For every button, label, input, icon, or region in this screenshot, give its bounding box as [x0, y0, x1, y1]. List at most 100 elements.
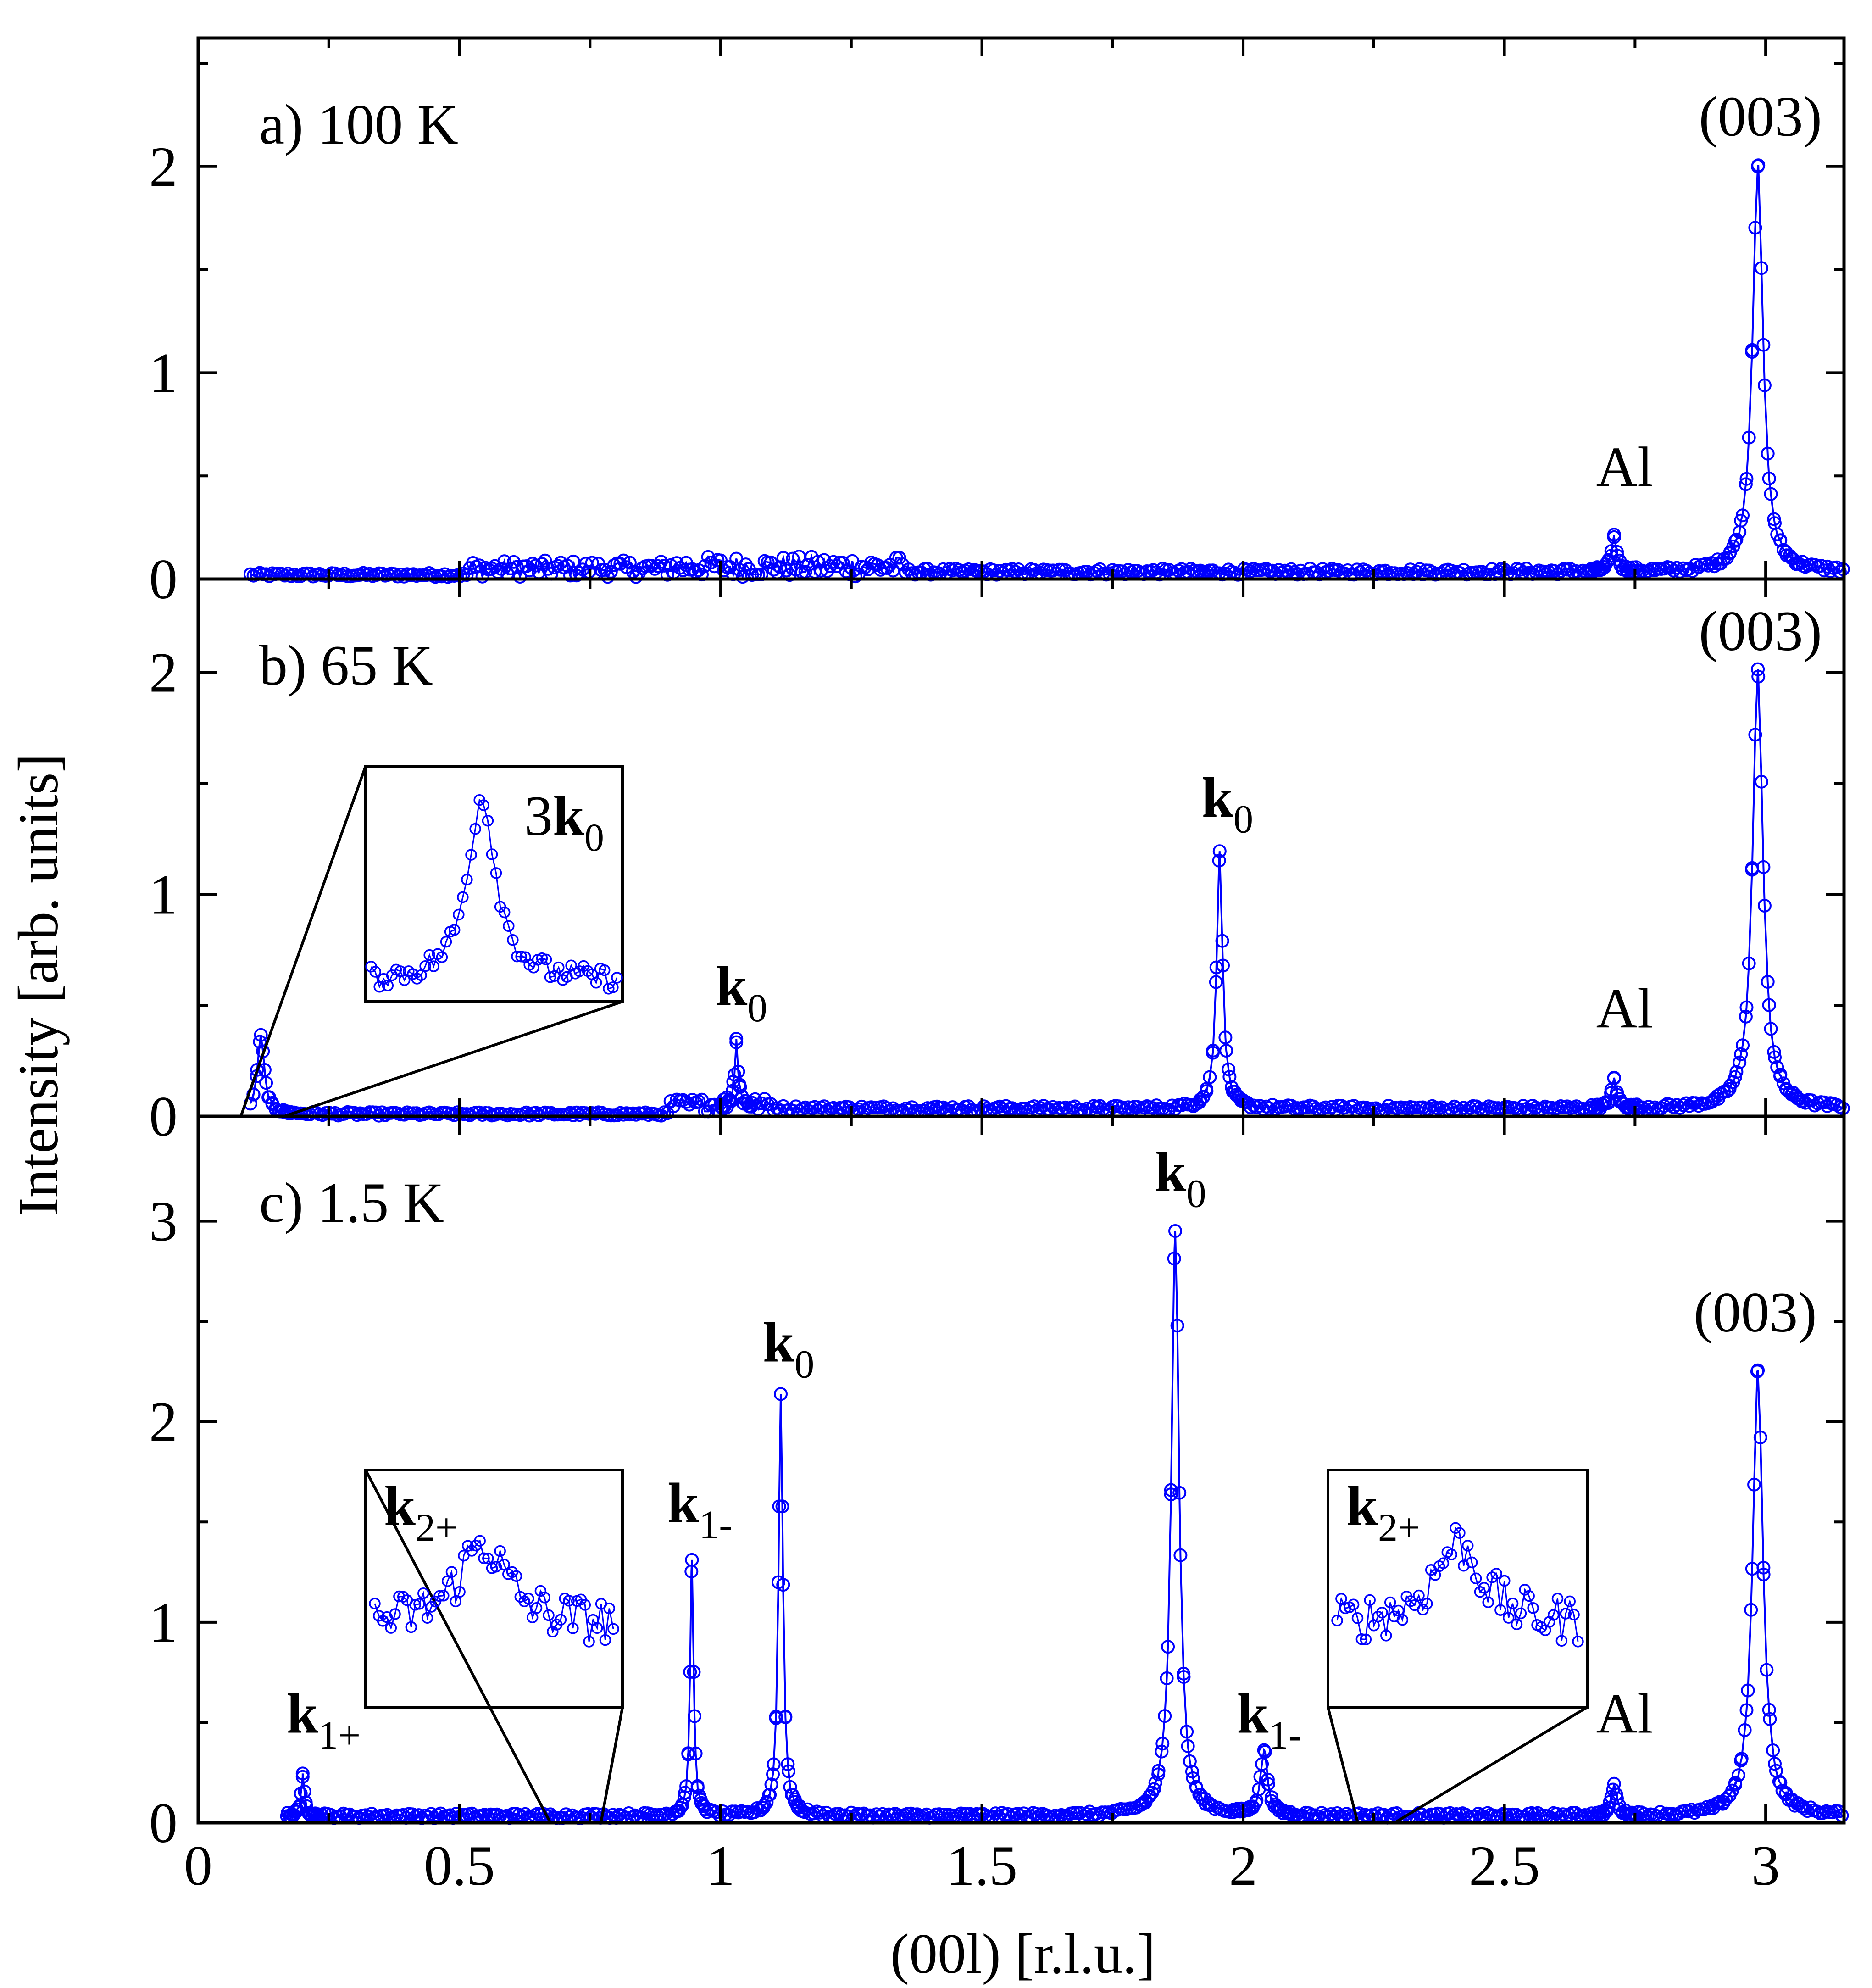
panel-c-data-point — [709, 1805, 723, 1819]
panel-a-data-point — [1745, 343, 1759, 357]
panel-c-frame — [196, 1114, 1846, 1825]
inset-c-right-data-point — [1551, 1593, 1564, 1605]
inset-b-data-point — [465, 849, 477, 861]
inset-b-label: 3k0 — [524, 785, 604, 859]
panel-b-data-point — [1215, 934, 1229, 948]
panel-c-data-point — [1143, 1789, 1157, 1803]
panel-b-data-point — [1682, 1099, 1696, 1113]
panel-a-data-point — [663, 558, 678, 572]
inset-b-series-line — [370, 798, 618, 990]
y-axis-title: Intensity [arb. units] — [7, 753, 70, 1216]
peak-label-k: k — [763, 1311, 794, 1374]
panel-b-data-point — [259, 1076, 273, 1090]
panel-c-data-point — [433, 1806, 448, 1821]
panel-b-data-point — [1692, 1099, 1706, 1113]
inset-b-data-point — [448, 924, 461, 936]
panel-b-data-point — [1770, 1060, 1784, 1074]
panel-c-data-point — [1797, 1801, 1811, 1815]
inset-c-right-data-point — [1445, 1548, 1457, 1560]
panel-b-data-point — [880, 1101, 894, 1115]
inset-c-left-data-point — [482, 1552, 494, 1565]
inset-c-right-data-point — [1360, 1633, 1372, 1646]
panel-a-data-point — [1121, 563, 1135, 577]
panel-a-data-point — [519, 559, 533, 574]
panel-a-data-point — [657, 558, 671, 573]
inset-c-left-data-point — [478, 1552, 490, 1565]
peak-label-k: k — [1202, 766, 1233, 829]
inset-b-data-point — [607, 981, 619, 993]
inset-c-left-data-point — [490, 1560, 502, 1573]
inset-c-right-data-point — [1417, 1604, 1429, 1616]
panel-b-data-point — [1736, 1038, 1750, 1052]
inset-c-left-data-point — [510, 1570, 522, 1582]
inset-c-right-label: k2+ — [1346, 1475, 1420, 1549]
panel-b-data-point — [1058, 1100, 1072, 1114]
inset-c-right-data-point — [1499, 1575, 1511, 1587]
peak-label-subscript: 1- — [699, 1503, 732, 1547]
inset-c-left-data-point — [522, 1593, 534, 1604]
panel-a-data-point — [892, 551, 906, 565]
inset-c-left-data-point — [474, 1535, 486, 1547]
panel-c-data-point — [1261, 1777, 1275, 1791]
panel-c-data-point — [1772, 1775, 1786, 1788]
panel-c-data-point — [295, 1766, 310, 1781]
panel-c-data-point — [774, 1387, 788, 1401]
inset-c-left-data-point — [494, 1545, 506, 1557]
panel-c-data-point — [606, 1808, 620, 1822]
panel-a-data-point — [1773, 533, 1788, 547]
inset-c-left-data-point — [498, 1559, 510, 1570]
panel-b-data-point — [1817, 1095, 1831, 1109]
panel-b-data-point — [1739, 1000, 1754, 1014]
y-tick-label: 0 — [149, 1792, 178, 1854]
panel-a-data-point — [1607, 530, 1621, 544]
inset-b-data-point — [553, 961, 565, 974]
inset-b-data-point — [423, 949, 435, 961]
inset-c-right-label-subscript: 2+ — [1378, 1505, 1420, 1549]
panel-a-data-point — [1742, 430, 1756, 445]
panel-c-data-point — [1177, 1670, 1191, 1684]
panel-b-data-point — [1203, 1070, 1217, 1084]
peak-label: Al — [1596, 1682, 1653, 1745]
inset-c-right: k2+ — [1327, 1469, 1589, 1824]
panel-c-data-point — [1151, 1764, 1166, 1778]
panel-b-data-point — [1212, 844, 1227, 858]
inset-c-right-data-point — [1351, 1612, 1364, 1624]
panel-b-data-point — [1733, 1055, 1747, 1069]
panel-b-data-point — [1200, 1084, 1214, 1098]
inset-b-data-point — [482, 814, 494, 827]
panel-c-data-point — [683, 1665, 697, 1679]
panel-b-data-point — [1206, 1043, 1220, 1058]
inset-c-left-data-point — [591, 1622, 603, 1634]
y-tick-label: 2 — [149, 135, 178, 198]
panel-b-data-point — [729, 1035, 744, 1049]
panel-c-data-point — [763, 1788, 777, 1802]
inset-b-data-point — [511, 950, 523, 963]
panel-c-data-point — [1747, 1477, 1761, 1492]
panel-b-data-point — [1607, 1070, 1621, 1085]
panel-c-data-point — [1756, 1560, 1771, 1575]
peak-label: Al — [1596, 977, 1653, 1040]
panel-c-data-point — [1258, 1745, 1272, 1759]
panel-a-data-point — [836, 556, 850, 570]
x-tick-label: 0.5 — [424, 1834, 495, 1897]
inset-c-right-data-point — [1466, 1556, 1478, 1569]
peak-label: k0 — [763, 1311, 814, 1387]
panel-a-data-point — [827, 555, 841, 569]
y-tick-label: 1 — [149, 1591, 178, 1654]
panel-a-data-point — [1748, 221, 1762, 235]
inset-c-right-data-point — [1494, 1604, 1506, 1616]
inset-c-right-data-point — [1421, 1598, 1433, 1610]
panel-a-data-point — [566, 554, 580, 568]
panel-c-data-point — [1155, 1744, 1169, 1759]
panel-a-title: a) 100 K — [259, 93, 458, 156]
inset-b-zoom-line — [239, 765, 367, 1117]
panel-b-data-point — [519, 1105, 533, 1119]
panel-c-data-point — [769, 1711, 783, 1725]
inset-c-right-series-line — [1336, 1526, 1579, 1642]
inset-c-left: k2+ — [364, 1469, 624, 1824]
panel-c-data-point — [1734, 1752, 1749, 1765]
inset-b-data-point — [540, 953, 552, 966]
panel-b-data-point — [1761, 975, 1775, 989]
panel-c-data-point — [681, 1747, 695, 1761]
